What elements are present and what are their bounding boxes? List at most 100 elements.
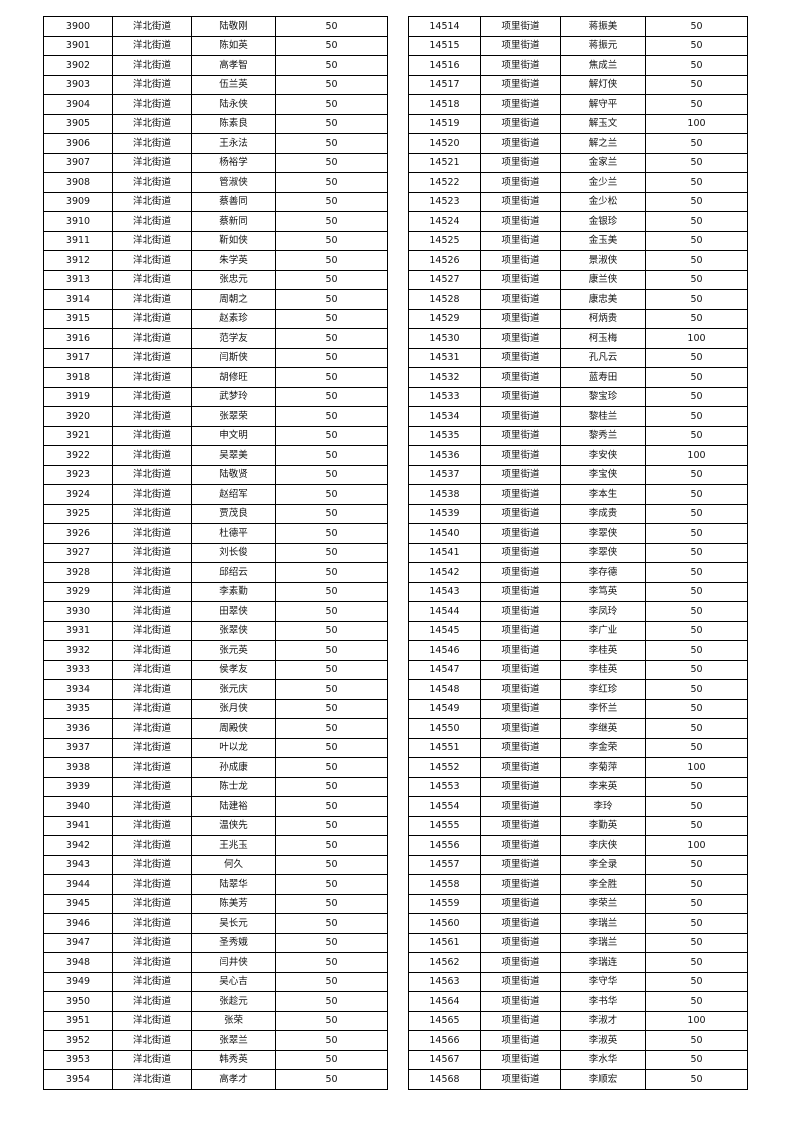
- district-cell: 洋北街道: [112, 308, 192, 329]
- table-row: 3941 洋北街道 温侠先 50: [43, 815, 388, 836]
- id-cell: 3931: [43, 620, 113, 641]
- amount-cell: 50: [275, 250, 388, 271]
- name-cell: 伍兰英: [191, 74, 276, 95]
- district-cell: 洋北街道: [112, 367, 192, 388]
- name-cell: 孔凡云: [560, 347, 646, 368]
- table-row: 3951 洋北街道 张荣 50: [43, 1010, 388, 1031]
- district-cell: 项里街道: [480, 737, 561, 758]
- id-cell: 14566: [408, 1030, 481, 1051]
- amount-cell: 50: [275, 191, 388, 212]
- district-cell: 项里街道: [480, 133, 561, 154]
- table-row: 14525 项里街道 金玉美 50: [408, 230, 748, 251]
- name-cell: 孙成康: [191, 757, 276, 778]
- id-cell: 3952: [43, 1030, 113, 1051]
- district-cell: 项里街道: [480, 659, 561, 680]
- id-cell: 14551: [408, 737, 481, 758]
- table-row: 14515 项里街道 蒋振元 50: [408, 35, 748, 56]
- district-cell: 洋北街道: [112, 562, 192, 583]
- amount-cell: 50: [275, 425, 388, 446]
- amount-cell: 50: [275, 815, 388, 836]
- name-cell: 陆敬贤: [191, 464, 276, 485]
- id-cell: 14561: [408, 932, 481, 953]
- amount-cell: 100: [645, 328, 748, 349]
- table-row: 3949 洋北街道 吴心吉 50: [43, 971, 388, 992]
- id-cell: 14567: [408, 1049, 481, 1070]
- table-row: 14568 项里街道 李顺宏 50: [408, 1069, 748, 1090]
- name-cell: 韩秀英: [191, 1049, 276, 1070]
- name-cell: 蒋振美: [560, 16, 646, 37]
- id-cell: 3941: [43, 815, 113, 836]
- id-cell: 14531: [408, 347, 481, 368]
- id-cell: 3938: [43, 757, 113, 778]
- name-cell: 陈如英: [191, 35, 276, 56]
- district-cell: 洋北街道: [112, 815, 192, 836]
- district-cell: 项里街道: [480, 698, 561, 719]
- amount-cell: 50: [645, 484, 748, 505]
- table-row: 14561 项里街道 李瑞兰 50: [408, 932, 748, 953]
- amount-cell: 50: [275, 581, 388, 602]
- id-cell: 3925: [43, 503, 113, 524]
- name-cell: 黎桂兰: [560, 406, 646, 427]
- district-cell: 项里街道: [480, 971, 561, 992]
- table-row: 14565 项里街道 李淑才 100: [408, 1010, 748, 1031]
- table-row: 14516 项里街道 焦成兰 50: [408, 55, 748, 76]
- district-cell: 洋北街道: [112, 991, 192, 1012]
- district-cell: 项里街道: [480, 113, 561, 134]
- table-row: 14550 项里街道 李继英 50: [408, 718, 748, 739]
- district-cell: 项里街道: [480, 1030, 561, 1051]
- id-cell: 14543: [408, 581, 481, 602]
- name-cell: 李勤英: [560, 815, 646, 836]
- name-cell: 杜德平: [191, 523, 276, 544]
- amount-cell: 50: [275, 991, 388, 1012]
- id-cell: 14557: [408, 854, 481, 875]
- district-cell: 项里街道: [480, 269, 561, 290]
- table-row: 14553 项里街道 李来英 50: [408, 776, 748, 797]
- amount-cell: 50: [645, 620, 748, 641]
- id-cell: 3918: [43, 367, 113, 388]
- district-cell: 洋北街道: [112, 835, 192, 856]
- name-cell: 李存德: [560, 562, 646, 583]
- amount-cell: 50: [645, 542, 748, 563]
- amount-cell: 50: [645, 1030, 748, 1051]
- name-cell: 李安侠: [560, 445, 646, 466]
- table-row: 3907 洋北街道 杨裕学 50: [43, 152, 388, 173]
- name-cell: 李笃英: [560, 581, 646, 602]
- name-cell: 解之兰: [560, 133, 646, 154]
- amount-cell: 50: [275, 854, 388, 875]
- table-row: 3921 洋北街道 申文明 50: [43, 425, 388, 446]
- name-cell: 武梦玲: [191, 386, 276, 407]
- table-row: 3913 洋北街道 张忠元 50: [43, 269, 388, 290]
- amount-cell: 50: [275, 1030, 388, 1051]
- district-cell: 项里街道: [480, 35, 561, 56]
- id-cell: 14536: [408, 445, 481, 466]
- district-cell: 洋北街道: [112, 757, 192, 778]
- table-row: 3916 洋北街道 范学友 50: [43, 328, 388, 349]
- amount-cell: 50: [275, 776, 388, 797]
- district-cell: 洋北街道: [112, 874, 192, 895]
- id-cell: 14542: [408, 562, 481, 583]
- table-row: 14544 项里街道 李凤玲 50: [408, 601, 748, 622]
- id-cell: 3943: [43, 854, 113, 875]
- table-row: 14538 项里街道 李本生 50: [408, 484, 748, 505]
- id-cell: 14552: [408, 757, 481, 778]
- name-cell: 闫井侠: [191, 952, 276, 973]
- table-row: 14541 项里街道 李翠侠 50: [408, 542, 748, 563]
- district-cell: 洋北街道: [112, 406, 192, 427]
- id-cell: 3916: [43, 328, 113, 349]
- table-row: 3939 洋北街道 陈士龙 50: [43, 776, 388, 797]
- id-cell: 14528: [408, 289, 481, 310]
- id-cell: 3949: [43, 971, 113, 992]
- amount-cell: 50: [645, 503, 748, 524]
- table-row: 3944 洋北街道 陆翠华 50: [43, 874, 388, 895]
- id-cell: 3928: [43, 562, 113, 583]
- district-cell: 项里街道: [480, 932, 561, 953]
- amount-cell: 50: [275, 367, 388, 388]
- id-cell: 3935: [43, 698, 113, 719]
- name-cell: 陈士龙: [191, 776, 276, 797]
- table-row: 3914 洋北街道 周朝之 50: [43, 289, 388, 310]
- name-cell: 景淑侠: [560, 250, 646, 271]
- district-cell: 洋北街道: [112, 386, 192, 407]
- district-cell: 项里街道: [480, 523, 561, 544]
- name-cell: 吴翠美: [191, 445, 276, 466]
- district-cell: 项里街道: [480, 16, 561, 37]
